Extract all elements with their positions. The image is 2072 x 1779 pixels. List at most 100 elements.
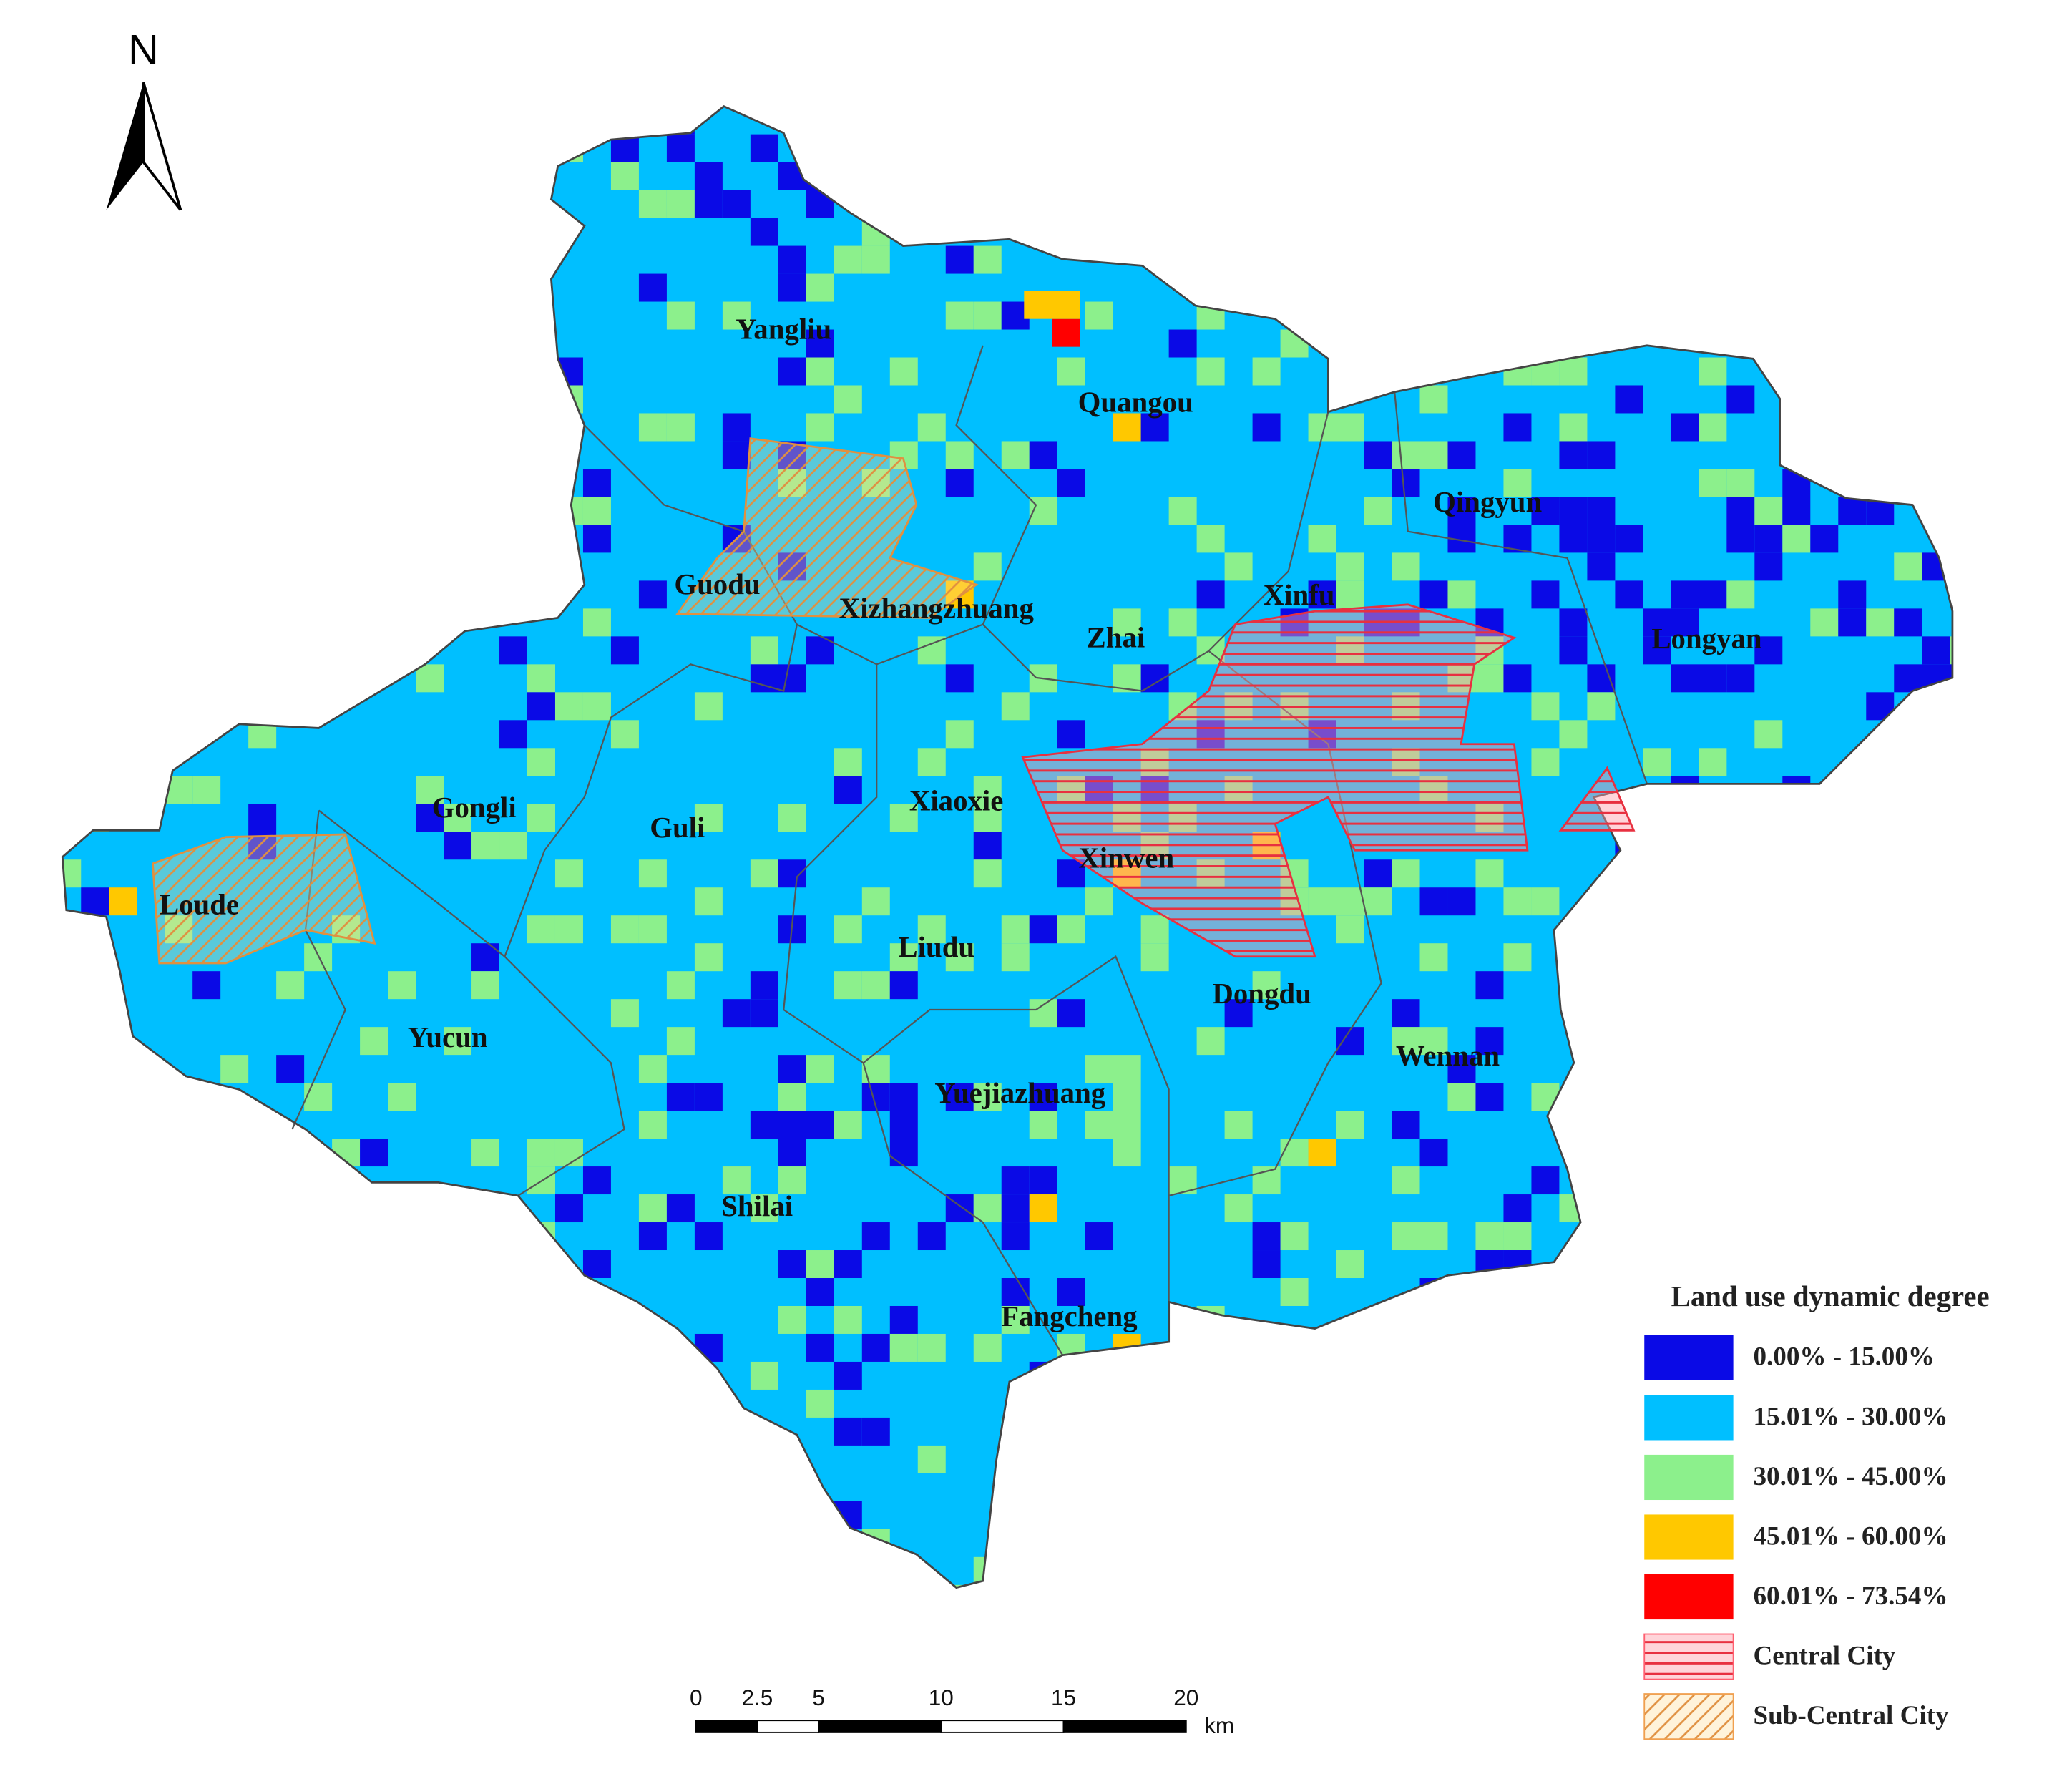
grid-cell	[1587, 692, 1616, 721]
legend-swatch	[1644, 1574, 1734, 1620]
grid-cell	[778, 1305, 806, 1334]
grid-cell	[1838, 999, 1867, 1028]
grid-cell	[1168, 329, 1197, 358]
grid-cell	[1336, 1111, 1364, 1139]
grid-cell	[1057, 357, 1085, 386]
grid-cell	[1754, 552, 1783, 581]
grid-cell	[1503, 469, 1532, 497]
grid-cell	[1782, 776, 1811, 804]
grid-cell	[527, 329, 555, 358]
grid-cell	[1503, 1194, 1532, 1223]
grid-cell	[889, 971, 918, 1000]
grid-cell	[1419, 1222, 1448, 1251]
grid-cell	[973, 190, 1002, 218]
grid-cell	[1364, 1584, 1392, 1588]
grid-cell	[1364, 1417, 1392, 1446]
grid-cell	[1475, 859, 1504, 888]
grid-cell	[1531, 692, 1560, 721]
grid-cell	[722, 190, 751, 218]
grid-cell	[834, 245, 862, 274]
grid-cell	[527, 106, 555, 135]
grid-cell	[192, 1389, 221, 1418]
grid-cell	[806, 329, 834, 358]
grid-cell	[1922, 218, 1950, 246]
grid-cell	[471, 273, 500, 302]
grid-cell	[666, 190, 695, 218]
grid-cell	[1475, 1250, 1504, 1278]
grid-cell	[1810, 525, 1839, 553]
grid-cell	[1559, 357, 1588, 386]
grid-cell	[109, 887, 137, 916]
grid-cell	[527, 915, 555, 944]
grid-cell	[1196, 1027, 1225, 1056]
grid-cell	[304, 1584, 333, 1588]
grid-cell	[248, 804, 277, 832]
grid-cell	[582, 1250, 611, 1278]
grid-cell	[582, 608, 611, 637]
grid-cell	[1810, 1027, 1839, 1056]
grid-cell	[1671, 580, 1699, 609]
grid-cell	[471, 1139, 500, 1167]
grid-cell	[1447, 1278, 1476, 1306]
grid-cell	[1782, 413, 1811, 442]
grid-cell	[471, 1445, 500, 1473]
grid-cell	[834, 776, 862, 804]
grid-cell	[889, 943, 918, 972]
grid-cell	[304, 1501, 333, 1529]
grid-cell	[1224, 1389, 1253, 1418]
grid-cell	[638, 1222, 667, 1251]
grid-cell	[1252, 1250, 1281, 1278]
grid-cell	[1308, 887, 1336, 916]
grid-cell	[1531, 580, 1560, 609]
grid-cell	[444, 1027, 472, 1056]
overlay	[61, 105, 1954, 1589]
grid-cell	[1029, 1194, 1057, 1223]
grid-cell	[1280, 1222, 1309, 1251]
grid-cell	[471, 832, 500, 860]
grid-cell	[1587, 915, 1616, 944]
grid-cell	[917, 915, 946, 944]
place-label: Xinfu	[1264, 579, 1335, 611]
grid-cell	[1866, 413, 1895, 442]
grid-cell	[806, 273, 834, 302]
grid-cell	[1364, 497, 1392, 525]
grid-cell	[1531, 1083, 1560, 1111]
grid-cell	[1754, 720, 1783, 749]
grid-cell	[388, 1584, 416, 1588]
grid-cell	[1057, 134, 1085, 162]
grid-cell	[1643, 1250, 1671, 1278]
grid-cell	[444, 1584, 472, 1588]
grid-cell	[1503, 357, 1532, 386]
grid-cell	[1950, 1139, 1953, 1167]
grid-cell	[750, 134, 778, 162]
grid-cell	[1085, 887, 1113, 916]
grid-cell	[192, 1333, 221, 1362]
grid-cell	[1838, 301, 1867, 330]
grid-cell	[1336, 1250, 1364, 1278]
grid-cell	[1364, 859, 1392, 888]
grid-cell	[1029, 1166, 1057, 1195]
grid-cell	[1001, 441, 1030, 469]
grid-cell	[192, 218, 221, 246]
grid-cell	[610, 1556, 639, 1585]
grid-cell	[750, 1194, 778, 1223]
grid-cell	[1587, 1333, 1616, 1362]
grid-cell	[1057, 1278, 1085, 1306]
legend-label: 0.00% - 15.00%	[1753, 1342, 1935, 1372]
grid-cell	[1419, 943, 1448, 972]
grid-cell	[62, 999, 82, 1028]
grid-cell	[834, 1361, 862, 1390]
grid-cell	[722, 1166, 751, 1195]
grid-cell	[694, 1222, 723, 1251]
grid-cell	[1587, 664, 1616, 693]
grid-cell	[1113, 1361, 1141, 1390]
grid-cell	[1699, 413, 1727, 442]
grid-cell	[638, 580, 667, 609]
grid-cell	[416, 1333, 444, 1362]
place-label: Zhai	[1087, 621, 1145, 653]
grid-cell	[332, 245, 361, 274]
grid-cell	[1615, 1278, 1643, 1306]
grid-cell	[973, 859, 1002, 888]
grid-cell	[81, 1305, 109, 1334]
grid-cell	[861, 887, 890, 916]
